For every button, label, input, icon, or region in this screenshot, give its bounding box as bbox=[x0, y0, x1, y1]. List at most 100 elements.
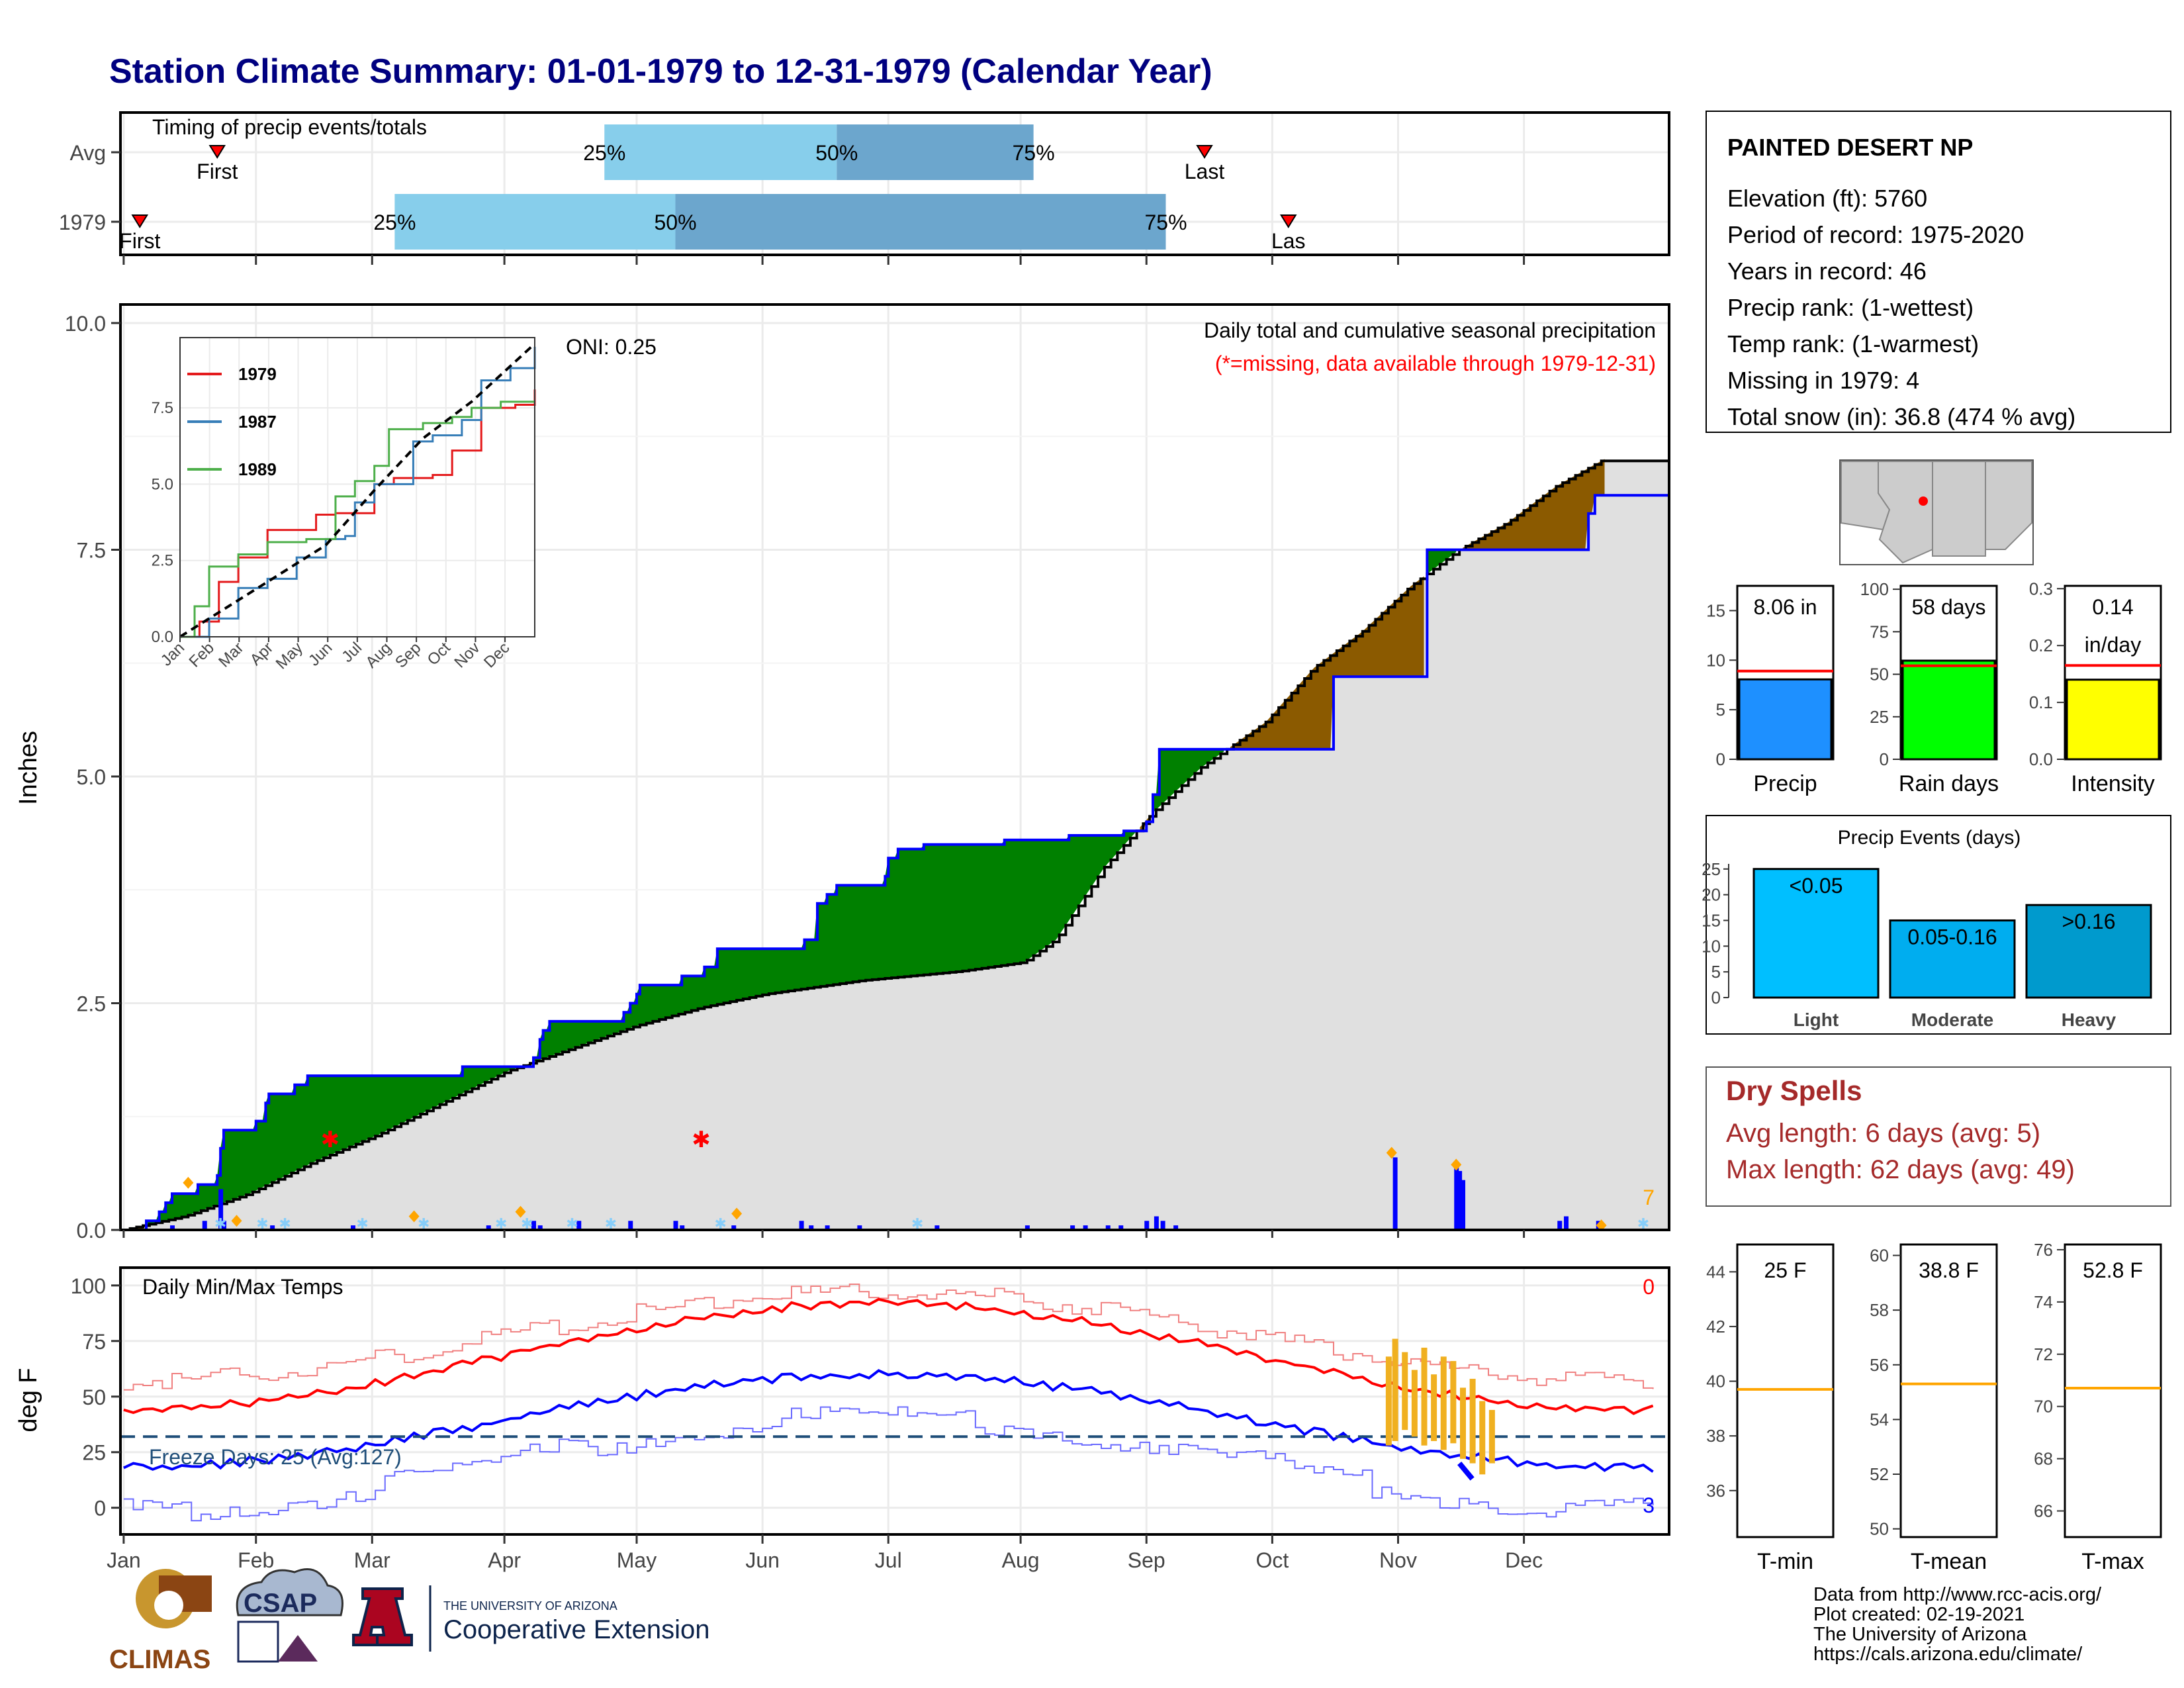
footer-credit-line: The University of Arizona bbox=[1813, 1624, 2027, 1645]
inset-legend-label: 1987 bbox=[238, 412, 277, 432]
precip-y-tick-label: 10.0 bbox=[65, 312, 106, 336]
daily-temp-range-bar bbox=[1450, 1361, 1456, 1443]
timing-row-labels: Avg 1979 bbox=[59, 141, 120, 234]
timing-p25-label: 25% bbox=[583, 141, 625, 165]
timing-row-label: 1979 bbox=[59, 211, 106, 234]
precip-events-chart: Precip Events (days) 0510152025<0.05Ligh… bbox=[1702, 816, 2171, 1034]
csap-logo: CSAP bbox=[237, 1570, 342, 1662]
temp-summary-boxes: 25 FT-min363840424438.8 FT-mean505254565… bbox=[1706, 1240, 2161, 1574]
temp-box-tick-label: 58 bbox=[1870, 1300, 1889, 1320]
station-info-box: PAINTED DESERT NP Elevation (ft): 5760 Pe… bbox=[1706, 111, 2171, 432]
daily-precip-bar bbox=[628, 1221, 633, 1230]
daily-temp-range-bar bbox=[1402, 1352, 1408, 1430]
summary-bar-value-label: 0.14 bbox=[2092, 595, 2133, 619]
events-bar-name: Light bbox=[1794, 1009, 1839, 1030]
temp-y-tick-label: 50 bbox=[82, 1385, 106, 1409]
footer-credit-line: Data from http://www.rcc-acis.org/ bbox=[1813, 1584, 2102, 1605]
month-label: Jan bbox=[107, 1548, 141, 1572]
timing-first-label: First bbox=[197, 160, 238, 183]
daily-temp-range-bar bbox=[1460, 1387, 1466, 1458]
daily-precip-bar bbox=[674, 1221, 678, 1230]
station-info-line: Total snow (in): 36.8 (474 % avg) bbox=[1727, 403, 2075, 430]
dry-spells-max: Max length: 62 days (avg: 49) bbox=[1726, 1155, 2075, 1184]
events-bar-label: 0.05-0.16 bbox=[1907, 925, 1997, 949]
month-label: Nov bbox=[1379, 1548, 1417, 1572]
summary-bar-precip bbox=[1739, 679, 1831, 759]
daily-precip-bar bbox=[1161, 1221, 1165, 1230]
temp-box-tick-label: 36 bbox=[1706, 1481, 1725, 1501]
temp-box-tick-label: 68 bbox=[2034, 1449, 2053, 1469]
precip-y-tick-label: 5.0 bbox=[77, 765, 106, 789]
summary-bar-tick-label: 0.1 bbox=[2029, 692, 2053, 712]
summary-bar-tick-label: 0 bbox=[1716, 749, 1725, 769]
temp-box-tick-label: 42 bbox=[1706, 1317, 1725, 1336]
temp-y-tick-label: 25 bbox=[82, 1441, 106, 1465]
temp-box-frame bbox=[1737, 1244, 1833, 1537]
precip-y-tick-label: 0.0 bbox=[77, 1219, 106, 1243]
timing-p75-label: 75% bbox=[1013, 141, 1055, 165]
missing-day-marker: ✱ bbox=[321, 1127, 340, 1152]
temp-box-tick-label: 52 bbox=[1870, 1464, 1889, 1484]
daily-precip-bar bbox=[1144, 1221, 1149, 1230]
month-label: Dec bbox=[1505, 1548, 1543, 1572]
daily-precip-bar bbox=[203, 1221, 207, 1230]
timing-bar-25-50 bbox=[394, 194, 675, 250]
dry-spells-title: Dry Spells bbox=[1726, 1075, 1862, 1106]
events-tick-label: 5 bbox=[1711, 962, 1721, 982]
temp-y-tick-label: 0 bbox=[94, 1497, 106, 1521]
precip-y-axis-label: Inches bbox=[15, 731, 42, 805]
daily-temp-range-bar bbox=[1422, 1348, 1428, 1446]
temp-box-tick-label: 74 bbox=[2034, 1292, 2053, 1312]
summary-bar-tick-label: 100 bbox=[1860, 579, 1889, 599]
freeze-days-label: Freeze Days: 25 (Avg:127) bbox=[149, 1445, 402, 1469]
climate-summary-figure: Station Climate Summary: 01-01-1979 to 1… bbox=[0, 0, 2184, 1688]
precip-annotation-line1: Daily total and cumulative seasonal prec… bbox=[1204, 318, 1656, 342]
temp-box-name: T-mean bbox=[1911, 1549, 1987, 1574]
month-label: Jul bbox=[875, 1548, 902, 1572]
summary-bar-value-label: 8.06 in bbox=[1753, 595, 1817, 619]
timing-first-label: First bbox=[119, 229, 160, 253]
timing-p50-label: 50% bbox=[654, 211, 696, 234]
climas-logo-text: CLIMAS bbox=[109, 1645, 210, 1674]
climas-logo: CLIMAS bbox=[109, 1569, 212, 1674]
summary-bar-tick-label: 0.3 bbox=[2029, 579, 2053, 598]
events-tick-label: 25 bbox=[1702, 859, 1721, 879]
station-location-marker bbox=[1919, 496, 1928, 506]
station-info-line: Precip rank: (1-wettest) bbox=[1727, 294, 1974, 321]
page-title: Station Climate Summary: 01-01-1979 to 1… bbox=[109, 52, 1212, 91]
summary-bar-intensity bbox=[2067, 680, 2159, 759]
footer-credits: Data from http://www.rcc-acis.org/Plot c… bbox=[1813, 1584, 2102, 1665]
daily-temp-range-bar bbox=[1386, 1356, 1392, 1445]
precip-y-tick-label: 2.5 bbox=[77, 992, 106, 1016]
inset-y-tick-label: 2.5 bbox=[152, 552, 173, 570]
station-info-line: Years in record: 46 bbox=[1727, 258, 1927, 285]
summary-bar-name: Rain days bbox=[1899, 771, 1999, 796]
summary-bar-tick-label: 0.2 bbox=[2029, 635, 2053, 655]
summary-bar-tick-label: 10 bbox=[1706, 650, 1725, 670]
timing-p75-label: 75% bbox=[1144, 211, 1187, 234]
precip-annotation-line2: (*=missing, data available through 1979-… bbox=[1215, 352, 1656, 375]
inset-y-tick-label: 7.5 bbox=[152, 399, 173, 417]
events-tick-label: 10 bbox=[1702, 936, 1721, 956]
temp-top-count: 0 bbox=[1643, 1275, 1655, 1299]
month-label: Sep bbox=[1128, 1548, 1165, 1572]
temp-box-tick-label: 56 bbox=[1870, 1355, 1889, 1375]
timing-row-label: Avg bbox=[69, 141, 106, 165]
temp-y-tick-label: 100 bbox=[71, 1274, 106, 1298]
temp-box-tick-label: 40 bbox=[1706, 1372, 1725, 1391]
station-info-line: Period of record: 1975-2020 bbox=[1727, 221, 2024, 248]
daily-precip-bar bbox=[1564, 1216, 1569, 1230]
station-info-line: Elevation (ft): 5760 bbox=[1727, 185, 1927, 212]
month-label: Aug bbox=[1002, 1548, 1040, 1572]
daily-temp-range-bar bbox=[1392, 1338, 1398, 1440]
inset-legend-label: 1979 bbox=[238, 364, 277, 384]
inset-y-tick-label: 5.0 bbox=[152, 475, 173, 493]
station-name: PAINTED DESERT NP bbox=[1727, 134, 1973, 161]
temp-y-ticks: 0 25 50 75 100 bbox=[71, 1274, 120, 1521]
summary-bar-tick-label: 50 bbox=[1870, 665, 1889, 684]
summary-bar-tick-label: 0.0 bbox=[2029, 749, 2053, 769]
temp-title: Daily Min/Max Temps bbox=[142, 1275, 343, 1299]
timing-title: Timing of precip events/totals bbox=[152, 115, 427, 139]
temp-y-tick-label: 75 bbox=[82, 1330, 106, 1354]
temp-box-name: T-min bbox=[1757, 1549, 1813, 1574]
